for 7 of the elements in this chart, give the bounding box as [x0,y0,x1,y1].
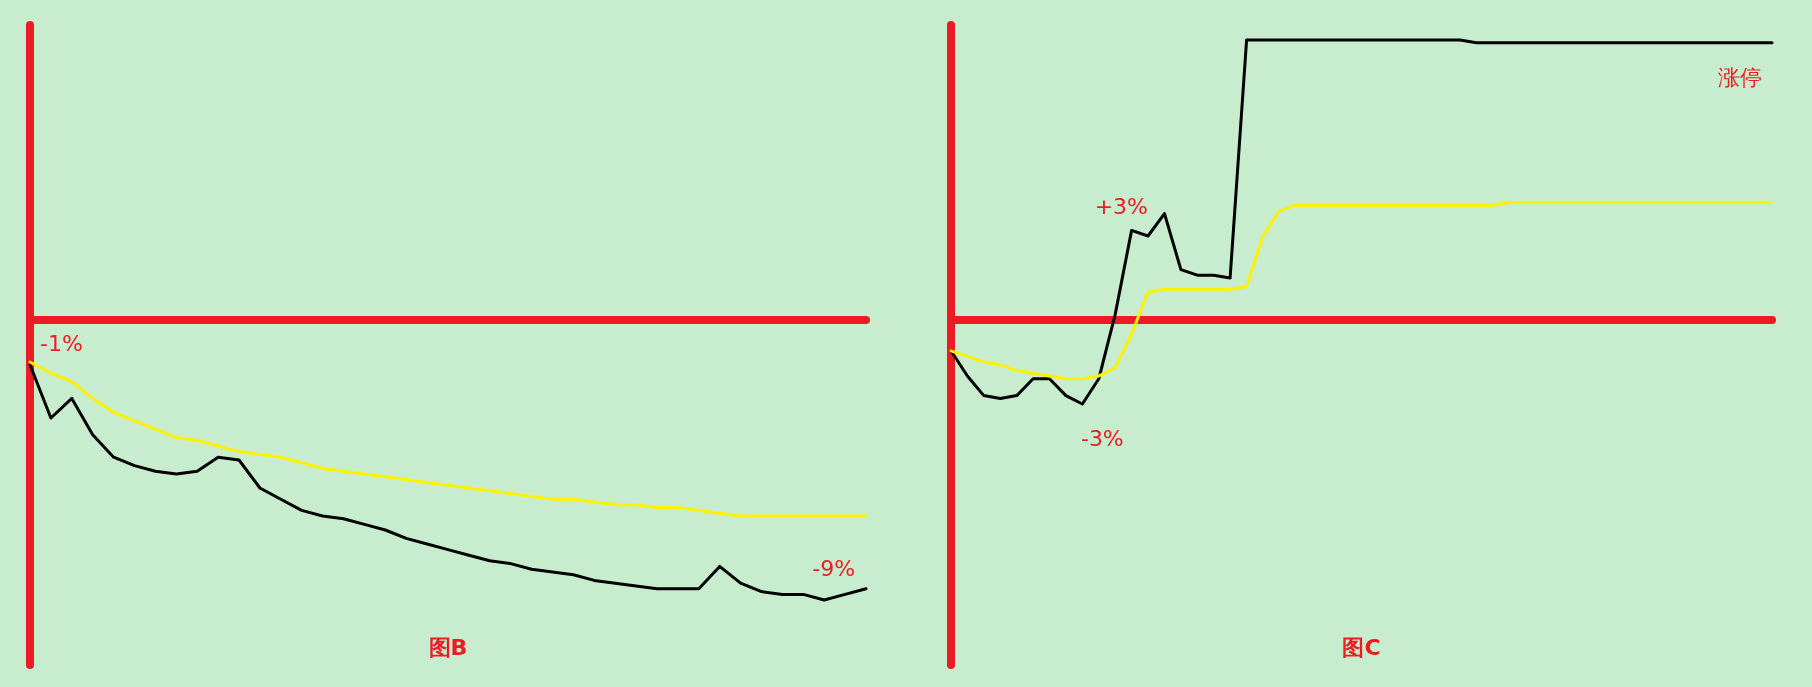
annotation: 涨停 [1718,64,1762,90]
text: 图B [428,635,468,660]
text: -3% [1080,426,1124,451]
annotation: -1% [40,330,83,356]
text: 图C [1342,635,1381,660]
annotation: +3% [1094,194,1149,219]
annotation: -9% [812,556,856,582]
